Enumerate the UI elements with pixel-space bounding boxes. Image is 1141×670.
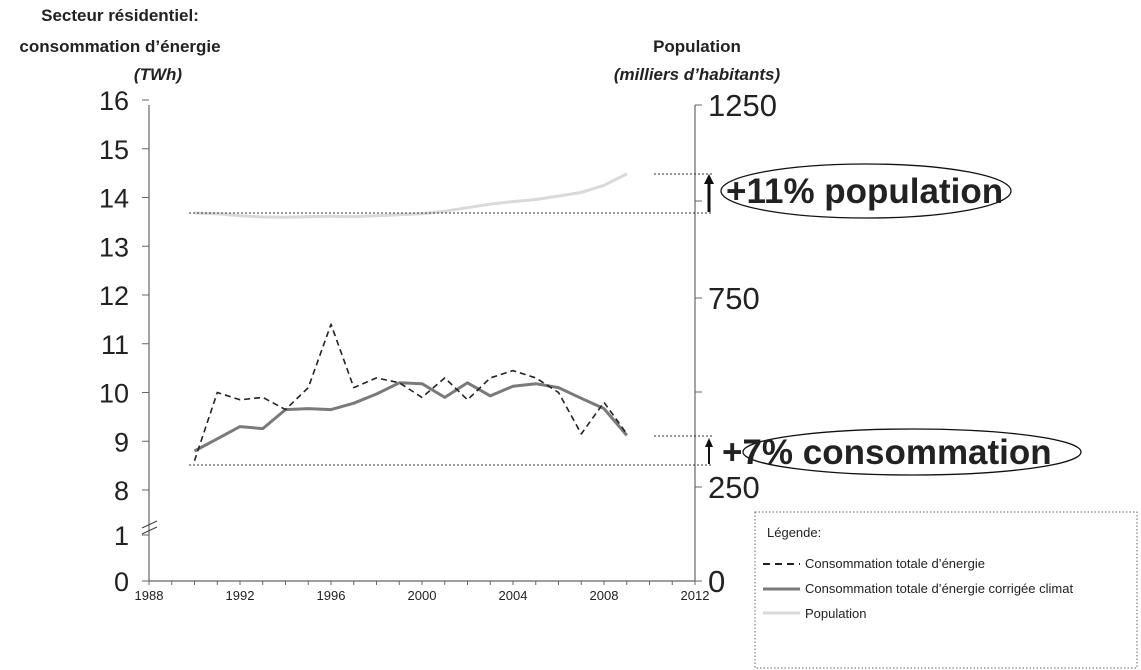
right-axis-unit: (milliers d’habitants) (614, 65, 781, 84)
series-line-consommation-corrigee (193, 381, 628, 453)
annotation-guides (189, 173, 712, 466)
left-tick-label: 10 (99, 379, 129, 409)
arrow-consommation (705, 438, 713, 464)
legend-title: Légende: (767, 525, 821, 540)
right-tick-label: 750 (708, 281, 760, 316)
arrow-population (704, 174, 714, 212)
right-tick-label: 0 (708, 564, 725, 599)
x-tick-label: 1996 (317, 588, 346, 603)
right-axis-title: Population (653, 37, 741, 56)
x-tick-label: 1988 (135, 588, 164, 603)
series-line-consommation-totale (193, 323, 628, 462)
legend-entry-total: Consommation totale d’énergie (805, 556, 985, 571)
left-axis-unit: (TWh) (134, 65, 182, 84)
legend-entry-population: Population (805, 606, 866, 621)
left-tick-label: 15 (99, 135, 129, 165)
left-tick-label: 12 (99, 281, 129, 311)
left-axis-title-line1: Secteur résidentiel: (41, 6, 199, 25)
left-tick-label: 1 (114, 521, 129, 551)
left-tick-label: 0 (114, 567, 129, 597)
x-tick-label: 2012 (681, 588, 710, 603)
annotation-ellipse-population (720, 163, 1012, 219)
left-tick-label: 9 (114, 427, 129, 457)
legend-entry-corrected: Consommation totale d’énergie corrigée c… (805, 581, 1073, 596)
annotation-consommation: +7% consommation (722, 433, 1052, 472)
right-tick-label: 1250 (708, 88, 777, 123)
legend-box (754, 511, 1138, 669)
left-axis-title-line2: consommation d’énergie (19, 37, 220, 56)
left-tick-label: 16 (99, 86, 129, 116)
x-tick-label: 2004 (499, 588, 528, 603)
x-tick-label: 2008 (590, 588, 619, 603)
annotation-population: +11% population (726, 172, 1003, 211)
left-tick-label: 13 (99, 232, 129, 262)
right-tick-label: 250 (708, 470, 760, 505)
series-line-population (194, 172, 628, 219)
left-tick-label: 14 (99, 184, 129, 214)
x-tick-label: 1992 (226, 588, 255, 603)
annotation-ellipse-consommation (742, 428, 1082, 476)
left-tick-label: 11 (101, 330, 129, 360)
legend: Légende: Consommation totale d’énergie C… (754, 511, 1138, 669)
x-tick-label: 2000 (408, 588, 437, 603)
left-tick-label: 8 (114, 476, 129, 506)
axis-break-mark (141, 520, 158, 535)
